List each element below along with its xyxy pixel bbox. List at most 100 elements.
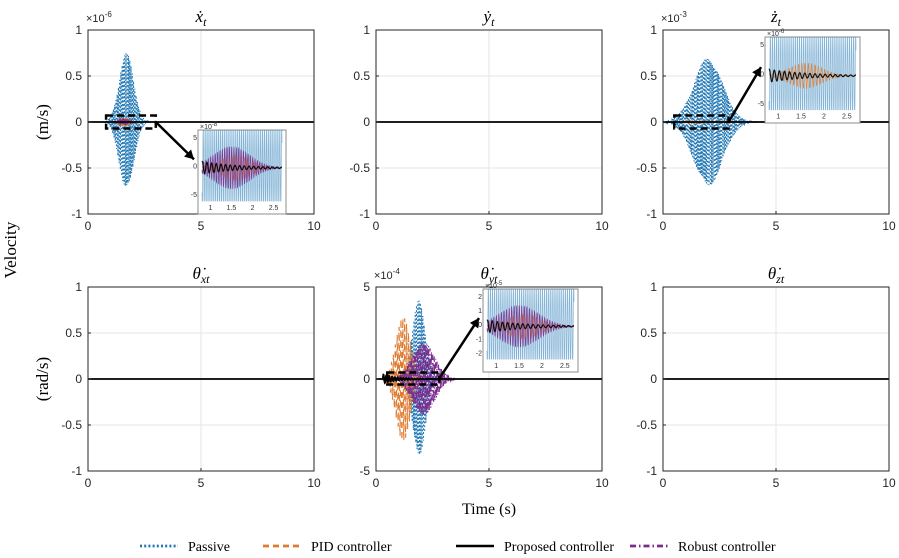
y-tick-label: -0.5 [636,161,657,175]
inset-x-tick-label: 2 [822,114,826,121]
y-tick-label: -5 [359,464,370,478]
inset-series-proposed [768,68,857,83]
exponent-base: ×10 [86,13,105,25]
subplot-3: 0 5 10-1-0.500.51×10-3 żt1 1.5 2 2.550-5×10-6 [636,7,896,233]
y-tick-label: 1 [75,23,82,37]
y-tick-label: 0 [363,372,370,386]
y-tick-label: 1 [75,280,82,294]
x-tick-label: 0 [85,476,92,490]
inset-exponent-power: -6 [779,29,785,35]
inset-y-tick-label: 0 [760,71,764,78]
y-tick-label: 5 [363,280,370,294]
inset-series [486,289,575,360]
inset-x-tick-label: 1 [208,205,212,212]
subplot-1: 0 5 10-1-0.500.51×10-6 ẋt(m/s)1 1.5 2 2.550-5×… [33,7,321,233]
series-proposed [376,373,602,385]
y-tick-label: 0 [75,115,82,129]
series-group [375,300,602,455]
exponent-label: ×10-4 [374,267,400,282]
subplot-4: 0 5 10 -1 -0.5 0 0.5 1 θ̇xt (rad/s) [33,264,321,490]
y-tick-label: -1 [646,207,657,221]
inset-y-tick-label: 0 [193,164,197,171]
y-tick-label: -1 [646,464,657,478]
inset-exponent-base: ×10 [767,31,779,38]
subplot-grid: 0 5 10-1-0.500.51×10-6 ẋt(m/s)1 1.5 2 2.550-5×… [33,7,896,490]
panel-y-label: (m/s) [33,104,52,140]
figure-x-label: Time (s) [462,501,516,518]
inset-exponent-label: ×10-5 [485,281,503,290]
zoom-arrow-head [469,318,479,329]
y-tick-label: 1 [650,280,657,294]
subplot-title: θ̇xt [192,264,210,286]
inset-y-tick-label: -5 [191,192,197,199]
inset-exponent-base: ×10 [200,124,212,131]
panel-y-label: (rad/s) [33,357,52,401]
title-subscript: xt [200,272,210,286]
inset-series-proposed [486,319,575,333]
y-tick-label: 0.5 [353,69,370,83]
title-subscript: zt [775,272,785,286]
inset-series [201,130,283,202]
exponent-label: ×10-3 [661,10,687,25]
zoom-inset: 1 1.5 2 2.5 5 0 -5 ×10-6 [673,29,861,130]
legend-label-proposed: Proposed controller [504,540,614,555]
title-subscript: t [203,15,207,29]
inset-x-tick-label: 2.5 [269,205,279,212]
zoom-arrow-head [752,67,761,78]
zoom-arrow-head [184,149,194,160]
x-tick-label: 0 [85,219,92,233]
x-tick-label: 10 [882,219,896,233]
legend-item-pid: PID controller [263,540,392,555]
legend-label-pid: PID controller [311,540,392,555]
inset-x-tick-label: 1.5 [796,114,806,121]
x-tick-label: 5 [198,476,205,490]
inset-exponent-power: -8 [212,122,218,128]
y-tick-label: -0.5 [61,161,82,175]
inset-x-tick-label: 1.5 [227,205,237,212]
zoom-inset: 1 1.5 2 2.5 2 1 0 -1 -2 ×10-5 [386,281,579,386]
inset-y-tick-label: -5 [758,101,764,108]
zoom-arrow-line [727,66,763,123]
exponent-base: ×10 [661,13,680,25]
exponent-base: ×10 [374,270,393,282]
inset-exponent-base: ×10 [485,283,497,290]
y-tick-label: -1 [71,207,82,221]
inset-y-tick-label: 5 [193,135,197,142]
x-tick-label: 10 [307,476,321,490]
inset-y-tick-label: 0 [478,322,482,329]
x-tick-label: 0 [373,219,380,233]
x-tick-label: 10 [307,219,321,233]
inset-series-proposed [201,160,283,175]
x-tick-label: 10 [882,476,896,490]
inset-x-tick-label: 1 [776,114,780,121]
y-tick-label: 0.5 [65,326,82,340]
title-subscript: t [491,15,495,29]
inset-y-tick-label: -1 [476,336,482,343]
exponent-power: -4 [393,267,401,276]
subplot-6: 0 5 10 -1 -0.5 0 0.5 1 θ̇zt [636,264,896,490]
inset-exponent-power: -5 [497,281,503,287]
y-tick-label: 0 [363,115,370,129]
legend-item-robust: Robust controller [630,540,776,555]
inset-exponent-label: ×10-6 [767,29,785,38]
title-subscript: yt [488,272,498,286]
y-tick-label: -1 [71,464,82,478]
inset-x-tick-label: 1 [494,363,498,370]
exponent-power: -6 [105,10,113,19]
legend-item-proposed: Proposed controller [456,540,614,555]
y-tick-label: 0.5 [640,326,657,340]
y-tick-label: 0.5 [65,69,82,83]
x-tick-label: 0 [660,219,667,233]
x-tick-label: 5 [773,219,780,233]
legend: Passive PID controller Proposed controller… [140,540,776,555]
subplot-title: żt [770,7,782,29]
x-tick-label: 10 [595,476,609,490]
y-tick-label: -0.5 [349,161,370,175]
y-tick-label: 1 [650,23,657,37]
subplot-title: θ̇zt [768,264,785,286]
inset-y-tick-label: 5 [760,42,764,49]
zoom-arrow-line [438,317,481,380]
inset-series [768,37,857,111]
